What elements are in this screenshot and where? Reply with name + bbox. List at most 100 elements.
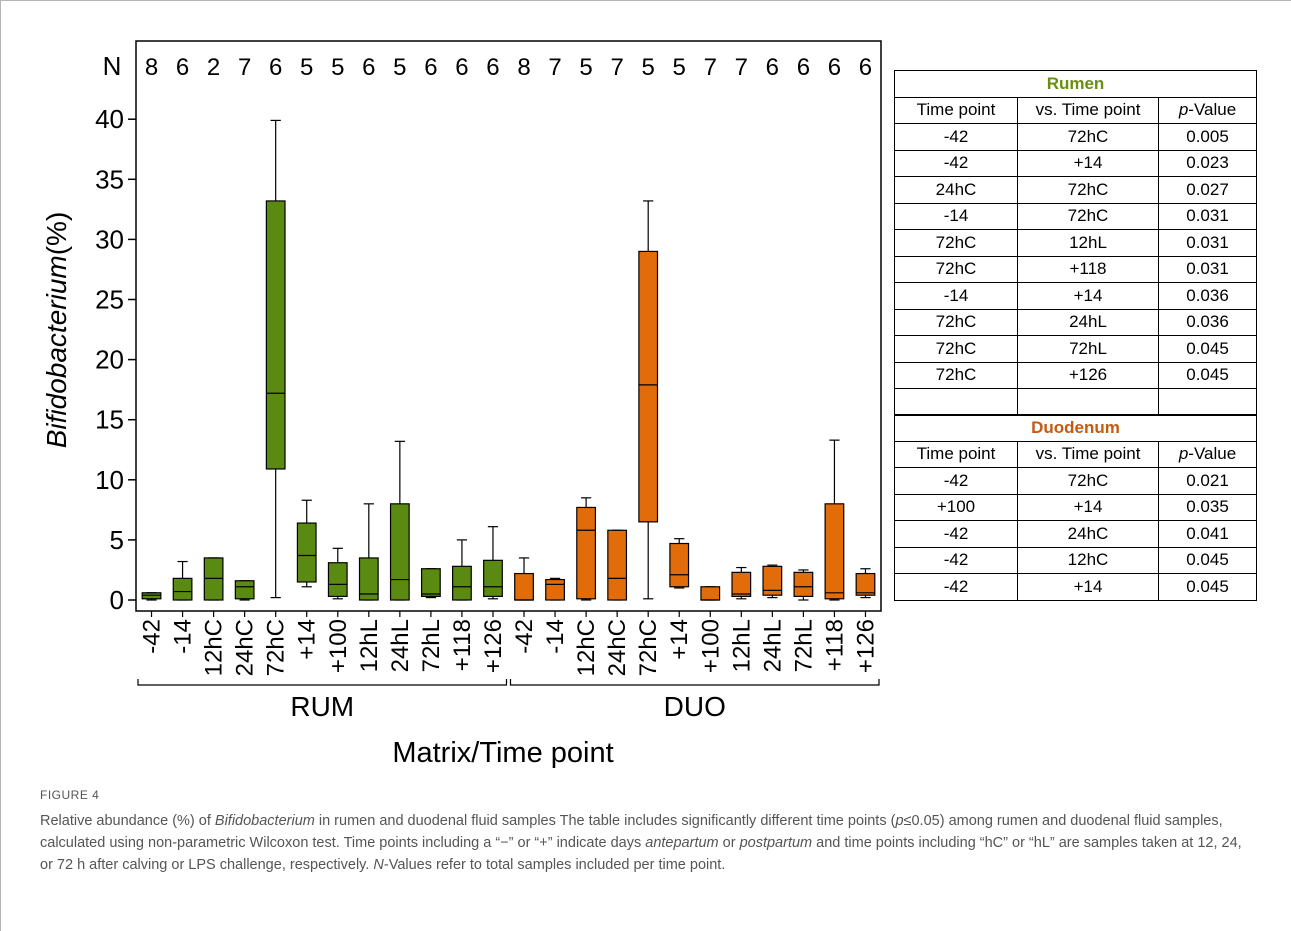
table-cell: 0.027 [1157, 176, 1258, 204]
caption-fragment: and time points including “hC” or “hL” a… [40, 835, 1242, 873]
n-count: 7 [735, 54, 748, 81]
n-count: 6 [797, 54, 810, 81]
table-cell: -42 [894, 546, 1018, 574]
caption-fragment: or [718, 835, 740, 851]
table-title: Duodenum [893, 414, 1258, 442]
x-tick-label: 12hL [728, 619, 755, 672]
table-cell: +14 [1017, 573, 1159, 601]
n-label: N [103, 51, 122, 81]
n-count: 5 [393, 54, 406, 81]
box [731, 571, 752, 597]
box [483, 559, 503, 597]
y-axis-label: Bifidobacterium(%) [41, 212, 72, 449]
col-header-vs-time-point: vs. Time point [1017, 96, 1159, 124]
box [141, 592, 162, 600]
col-header-p-value: p-Value [1157, 440, 1258, 468]
caption-fragment: in rumen and duodenal fluid samples The … [314, 813, 896, 829]
box [700, 586, 721, 601]
table-row: -42 72hC 0.005 [894, 123, 1258, 151]
y-tick-label: 5 [110, 525, 124, 555]
figure-caption: FIGURE 4 Relative abundance (%) of Bifid… [40, 788, 1250, 876]
box [203, 557, 224, 601]
n-count: 7 [548, 54, 561, 81]
table-cell: 0.035 [1157, 493, 1258, 521]
x-tick-label: 12hL [356, 619, 383, 672]
table-row: -42 +14 0.045 [894, 573, 1258, 601]
x-tick-label: 72hL [418, 619, 445, 672]
n-count: 5 [642, 54, 655, 81]
n-count: 8 [145, 54, 158, 81]
table-row: 72hC 12hL 0.031 [894, 229, 1258, 257]
x-tick-label: 72hC [263, 619, 290, 676]
x-tick-label: +118 [821, 619, 848, 671]
caption-fragment: Bifidobacterium [214, 813, 315, 829]
y-tick-label: 10 [95, 465, 124, 495]
box [607, 529, 628, 601]
x-tick-label: +126 [852, 619, 879, 673]
table-cell: -42 [894, 573, 1018, 601]
box [296, 522, 317, 583]
table-cell: 0.045 [1157, 546, 1258, 574]
table-cell: 0.005 [1157, 123, 1258, 151]
table-title: Rumen [893, 70, 1258, 98]
table-cell: -42 [894, 467, 1018, 495]
n-count: 6 [766, 54, 779, 81]
caption-fragment: postpartum [739, 835, 813, 851]
y-tick-label: 25 [95, 285, 124, 315]
table-row: -14 +14 0.036 [894, 282, 1258, 310]
table-cell: 0.045 [1157, 573, 1258, 601]
box [172, 577, 193, 601]
value-suffix: -Value [1188, 100, 1237, 120]
table-cell: -42 [894, 520, 1018, 548]
y-tick-label: 40 [95, 104, 124, 134]
col-header-p-value: p-Value [1157, 96, 1258, 124]
n-count: 5 [331, 54, 344, 81]
figure-border-top [0, 0, 1291, 1]
group-bracket [509, 679, 880, 686]
figure-label: FIGURE 4 [40, 788, 100, 802]
n-count: 6 [486, 54, 499, 81]
table-title-row: Rumen [893, 70, 1258, 98]
col-header-time-point: Time point [894, 96, 1018, 124]
table-cell: 72hC [894, 229, 1018, 257]
n-count: 6 [859, 54, 872, 81]
y-axis-label-unit: (%) [41, 212, 72, 256]
p-italic: p [1178, 100, 1189, 120]
n-count: 5 [673, 54, 686, 81]
x-tick-label: +100 [325, 619, 352, 673]
table-row: 72hC 24hL 0.036 [894, 308, 1258, 336]
n-count: 6 [269, 54, 282, 81]
group-label: RUM [290, 691, 354, 722]
table-header-row: Time point vs. Time point p-Value [894, 440, 1258, 468]
table-cell: 72hC [894, 308, 1018, 336]
table-cell [1157, 388, 1258, 416]
group-bracket [137, 679, 508, 686]
caption-fragment: antepartum [645, 835, 719, 851]
table-cell: 0.023 [1157, 149, 1258, 177]
table-cell: 72hC [894, 361, 1018, 389]
table-cell: 72hC [1017, 176, 1159, 204]
table-row: 72hC 72hL 0.045 [894, 335, 1258, 363]
n-count: 5 [579, 54, 592, 81]
table-cell [1017, 388, 1159, 416]
y-tick-label: 30 [95, 224, 124, 254]
plot-frame [135, 40, 882, 612]
table-row: 24hC 72hC 0.027 [894, 176, 1258, 204]
y-tick-label: 35 [95, 164, 124, 194]
figure-border-left [0, 0, 1, 931]
table-cell: 72hL [1017, 335, 1159, 363]
table-cell: 0.021 [1157, 467, 1258, 495]
table-cell: 12hC [1017, 546, 1159, 574]
n-count: 7 [238, 54, 251, 81]
box [358, 557, 379, 601]
n-count: 8 [517, 54, 530, 81]
x-tick-label: 24hL [387, 619, 414, 672]
duodenum-table: Duodenum Time point vs. Time point p-Value -… [893, 414, 1258, 601]
table-cell: -14 [894, 202, 1018, 230]
table-cell: 0.031 [1157, 255, 1258, 283]
x-tick-label: 24hL [759, 619, 786, 672]
table-cell: -42 [894, 149, 1018, 177]
y-axis-label-italic: Bifidobacterium [41, 255, 72, 448]
table-cell: 0.031 [1157, 229, 1258, 257]
x-axis-label: Matrix/Time point [392, 737, 613, 769]
